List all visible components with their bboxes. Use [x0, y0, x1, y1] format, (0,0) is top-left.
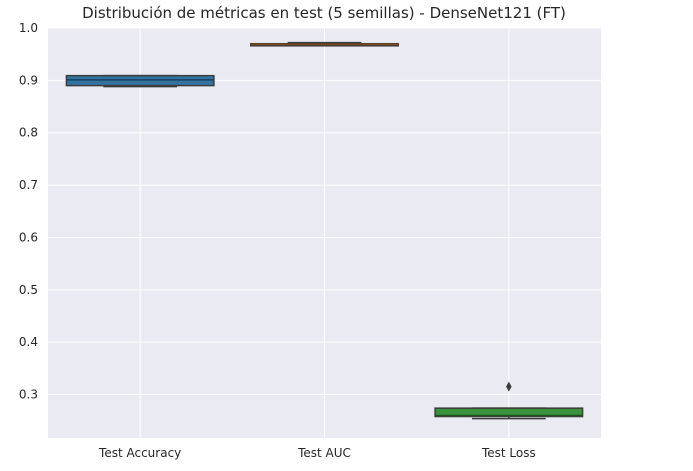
y-tick-label: 0.6	[19, 230, 38, 244]
y-tick-label: 0.4	[19, 335, 38, 349]
y-tick-label: 0.8	[19, 126, 38, 140]
x-tick-label: Test Accuracy	[98, 446, 181, 460]
y-tick-label: 0.5	[19, 283, 38, 297]
plot-area: 1.0 0.9 0.8 0.7 0.6 0.5 0.4 0.3 Test Accuracy Tes…	[19, 21, 601, 460]
box-body	[65, 74, 215, 87]
y-tick-label: 0.3	[19, 388, 38, 402]
outlier-point	[506, 381, 512, 392]
y-tick-label: 0.7	[19, 178, 38, 192]
y-tick-label: 1.0	[19, 21, 38, 35]
x-tick-label: Test AUC	[297, 446, 351, 460]
box-body	[434, 407, 584, 418]
x-tick-label: Test Loss	[481, 446, 536, 460]
y-tick-label: 0.9	[19, 73, 38, 87]
chart-title: Distribución de métricas en test (5 semi…	[82, 4, 566, 22]
